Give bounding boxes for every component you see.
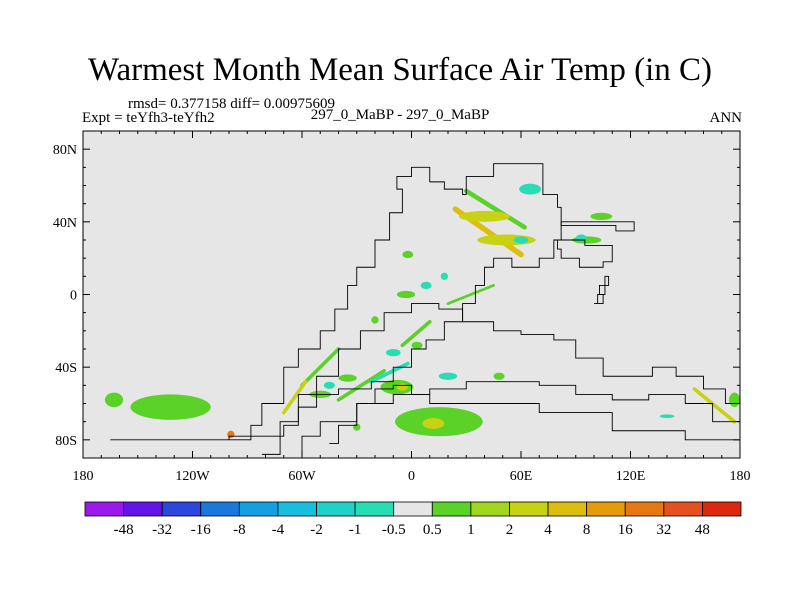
x-tick-label: 120E	[616, 469, 646, 484]
x-tick-label: 0	[408, 469, 415, 484]
anomaly-region	[438, 372, 458, 380]
anomaly-band	[692, 387, 737, 424]
colorbar-box	[123, 501, 163, 517]
period-label: ANN	[709, 110, 743, 126]
colorbar-label: 48	[695, 522, 710, 538]
anomaly-region	[422, 418, 445, 429]
y-tick-label: 40S	[55, 361, 77, 376]
continent-outline	[560, 221, 635, 232]
colorbar-box	[547, 501, 588, 517]
colorbar-box	[238, 501, 279, 517]
center-label: 297_0_MaBP - 297_0_MaBP	[310, 107, 490, 123]
colorbar-box	[702, 501, 742, 517]
anomaly-region	[729, 392, 741, 408]
stats-label: rmsd= 0.377158 diff= 0.00975609	[128, 96, 336, 112]
colorbar-box	[316, 501, 356, 517]
anomaly-region	[385, 349, 401, 357]
colorbar-label: -16	[191, 522, 211, 538]
colorbar-box	[277, 501, 317, 517]
colorbar-box	[393, 501, 433, 517]
anomaly-band	[281, 379, 308, 415]
anomaly-region	[420, 281, 432, 290]
anomaly-region	[227, 430, 235, 439]
colorbar-label: -0.5	[382, 522, 406, 538]
anomaly-region	[659, 414, 675, 419]
colorbar-label: -48	[114, 522, 134, 538]
anomaly-region	[411, 341, 423, 349]
y-tick-label: 0	[70, 289, 77, 304]
anomaly-band	[463, 188, 527, 230]
continent-outline	[594, 275, 610, 305]
anomaly-band	[336, 368, 386, 402]
y-tick-label: 80S	[55, 434, 77, 449]
x-tick-label: 180	[730, 469, 751, 484]
colorbar-label: -4	[272, 522, 285, 538]
colorbar-label: 2	[506, 522, 514, 538]
anomaly-region	[402, 250, 414, 259]
colorbar-label: -8	[233, 522, 246, 538]
x-tick-label: 60E	[510, 469, 533, 484]
anomaly-region	[130, 394, 211, 420]
colorbar-label: 16	[618, 522, 634, 538]
map-axes: 180 120W 60W 0 60E 120E 180 80N 40N 0 40S 80S	[53, 130, 751, 484]
colorbar-box	[84, 501, 124, 517]
colorbar-box	[509, 501, 549, 517]
anomaly-band	[369, 361, 410, 384]
experiment-label: Expt = teYfh3-teYfh2	[82, 110, 215, 126]
colorbar-label: 1	[467, 522, 475, 538]
colorbar-box	[200, 501, 240, 517]
anomaly-region	[323, 381, 335, 389]
anomaly-band	[300, 347, 341, 388]
colorbar-label: 4	[544, 522, 552, 538]
anomaly-region	[590, 212, 613, 221]
colorbar-label: -1	[349, 522, 362, 538]
colorbar-label: -32	[152, 522, 172, 538]
continent-outline	[329, 381, 741, 444]
anomaly-region	[396, 383, 408, 391]
colorbar-box	[431, 501, 472, 517]
colorbar-label: 8	[583, 522, 591, 538]
colorbar-box	[663, 501, 703, 517]
map-plot-area	[83, 131, 741, 458]
y-tick-label: 40N	[53, 216, 77, 231]
y-tick-label: 80N	[53, 143, 77, 158]
chart-title: Warmest Month Mean Surface Air Temp (in …	[87, 52, 713, 88]
colorbar-box	[354, 501, 395, 517]
anomaly-region	[513, 236, 529, 244]
continent-outline	[261, 303, 741, 455]
x-tick-label: 120W	[175, 469, 210, 484]
anomaly-region	[440, 272, 448, 280]
colorbar-box	[624, 501, 665, 517]
continent-outline	[110, 163, 562, 441]
continent-outline	[557, 239, 613, 268]
anomaly-region	[493, 372, 505, 380]
x-tick-label: 60W	[288, 469, 316, 484]
anomaly-region	[458, 210, 511, 222]
anomaly-region	[519, 183, 542, 195]
colorbar-box	[470, 501, 510, 517]
anomaly-region	[104, 392, 124, 408]
x-tick-label: 180	[73, 469, 94, 484]
colorbar-box	[586, 501, 626, 517]
anomaly-band	[400, 319, 432, 348]
colorbar-label: -2	[310, 522, 323, 538]
colorbar-label: 32	[656, 522, 671, 538]
colorbar-box	[161, 501, 202, 517]
anomaly-band	[446, 284, 495, 305]
anomaly-region	[371, 316, 379, 324]
anomaly-region	[338, 374, 357, 382]
anomaly-region	[396, 290, 416, 299]
colorbar-label: 0.5	[423, 522, 442, 538]
colorbar: -48 -32 -16 -8 -4 -2 -1 -0.5 0.5 1 2 4 8 16 32 48	[84, 501, 742, 538]
